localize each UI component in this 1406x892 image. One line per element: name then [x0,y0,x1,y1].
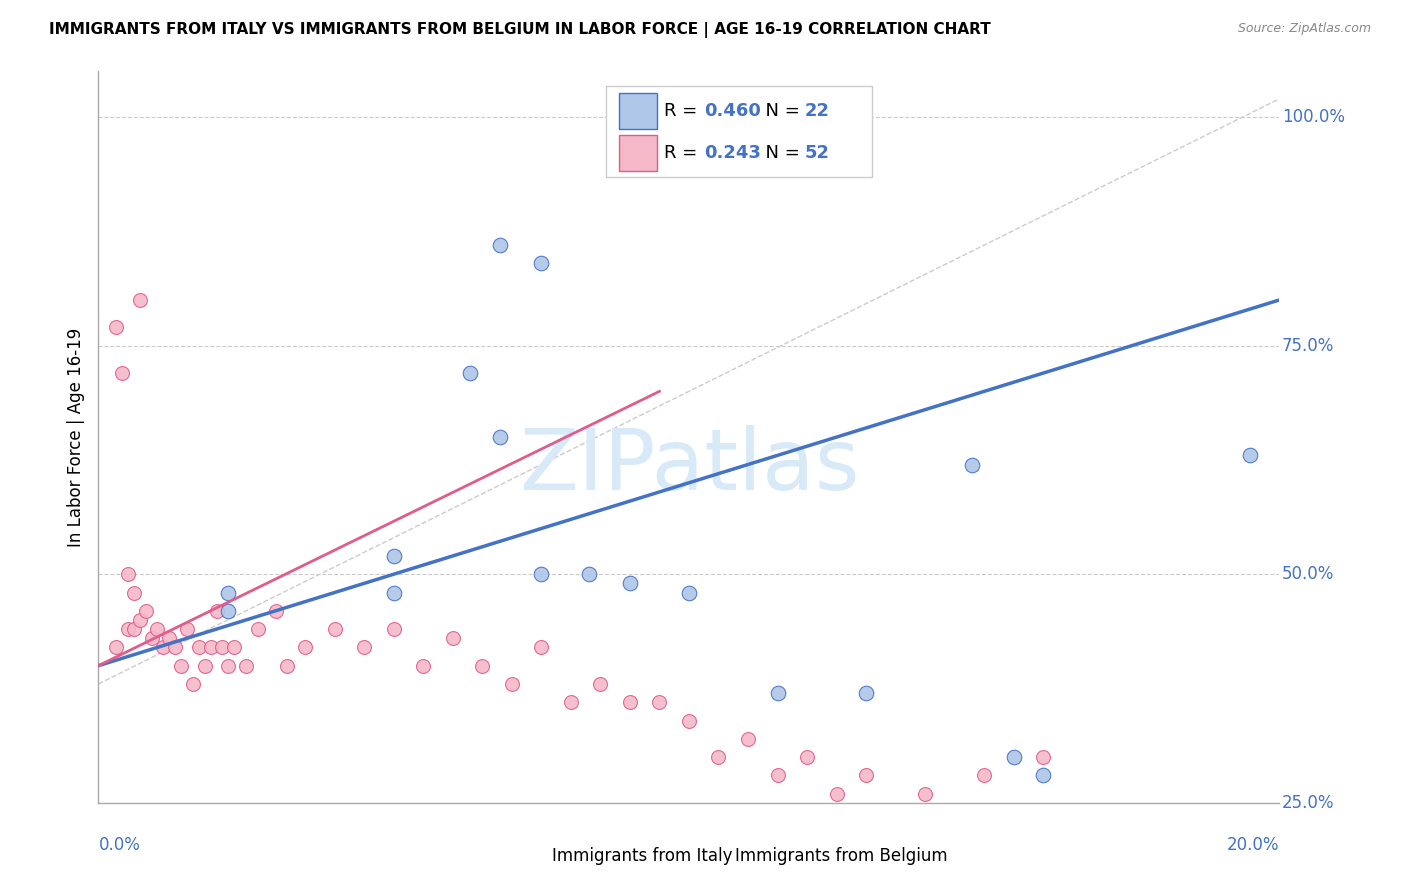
Point [200,640,222,655]
Point [489,430,512,444]
Point [264,604,287,618]
Point [619,695,641,709]
Point [382,585,405,599]
Point [353,640,375,655]
Text: IMMIGRANTS FROM ITALY VS IMMIGRANTS FROM BELGIUM IN LABOR FORCE | AGE 16-19 CORR: IMMIGRANTS FROM ITALY VS IMMIGRANTS FROM… [49,22,991,38]
Point [205,604,228,618]
Text: 20.0%: 20.0% [1227,836,1279,854]
Point [796,750,818,764]
Point [128,613,150,627]
Point [276,658,298,673]
Text: 0.460: 0.460 [704,102,761,120]
Point [382,549,405,563]
Point [825,787,848,801]
Point [146,622,169,636]
Point [501,677,523,691]
Point [707,750,730,764]
Point [111,366,134,380]
Point [589,677,612,691]
FancyBboxPatch shape [619,93,657,128]
Text: 50.0%: 50.0% [1282,566,1334,583]
Point [117,567,139,582]
Point [460,366,482,380]
Point [122,585,145,599]
Point [914,787,936,801]
Point [973,768,995,782]
Text: 0.0%: 0.0% [98,836,141,854]
Text: 25.0%: 25.0% [1282,794,1334,812]
Point [117,622,139,636]
Text: Immigrants from Italy: Immigrants from Italy [553,847,733,865]
Text: 22: 22 [804,102,830,120]
Point [176,622,198,636]
Point [530,256,553,270]
Point [530,567,553,582]
Point [855,686,877,700]
Point [441,632,464,646]
Point [578,567,600,582]
Point [530,640,553,655]
Text: 0.243: 0.243 [704,144,761,161]
Text: R =: R = [664,102,703,120]
Point [678,714,700,728]
Point [187,640,209,655]
Point [766,686,789,700]
Point [217,604,239,618]
Point [737,731,759,746]
Text: 52: 52 [804,144,830,161]
Point [105,640,128,655]
Text: N =: N = [754,102,806,120]
Point [170,658,193,673]
Text: N =: N = [754,144,806,161]
Point [135,604,157,618]
FancyBboxPatch shape [522,841,547,870]
Point [1239,449,1261,463]
Point [1032,768,1054,782]
Text: R =: R = [664,144,703,161]
FancyBboxPatch shape [619,135,657,170]
FancyBboxPatch shape [704,841,730,870]
Point [1002,750,1025,764]
Point [211,640,233,655]
Text: ZIPatlas: ZIPatlas [519,425,859,508]
Point [382,622,405,636]
Point [165,640,187,655]
Point [412,658,434,673]
Point [105,320,128,334]
Point [246,622,269,636]
Point [855,768,877,782]
Text: Source: ZipAtlas.com: Source: ZipAtlas.com [1237,22,1371,36]
Point [194,658,217,673]
Text: Immigrants from Belgium: Immigrants from Belgium [735,847,948,865]
Point [217,658,239,673]
FancyBboxPatch shape [606,86,872,178]
Point [141,632,163,646]
Point [648,695,671,709]
Point [181,677,204,691]
Point [224,640,246,655]
Point [766,768,789,782]
Point [157,632,180,646]
Point [489,238,512,252]
Point [294,640,316,655]
Point [471,658,494,673]
Point [619,576,641,591]
Point [122,622,145,636]
Text: 100.0%: 100.0% [1282,108,1344,126]
Point [1032,750,1054,764]
Point [152,640,174,655]
Point [962,458,984,472]
Y-axis label: In Labor Force | Age 16-19: In Labor Force | Age 16-19 [66,327,84,547]
Text: 75.0%: 75.0% [1282,336,1334,355]
Point [560,695,582,709]
Point [678,585,700,599]
Point [128,293,150,307]
Point [217,585,239,599]
Point [323,622,346,636]
Point [235,658,257,673]
